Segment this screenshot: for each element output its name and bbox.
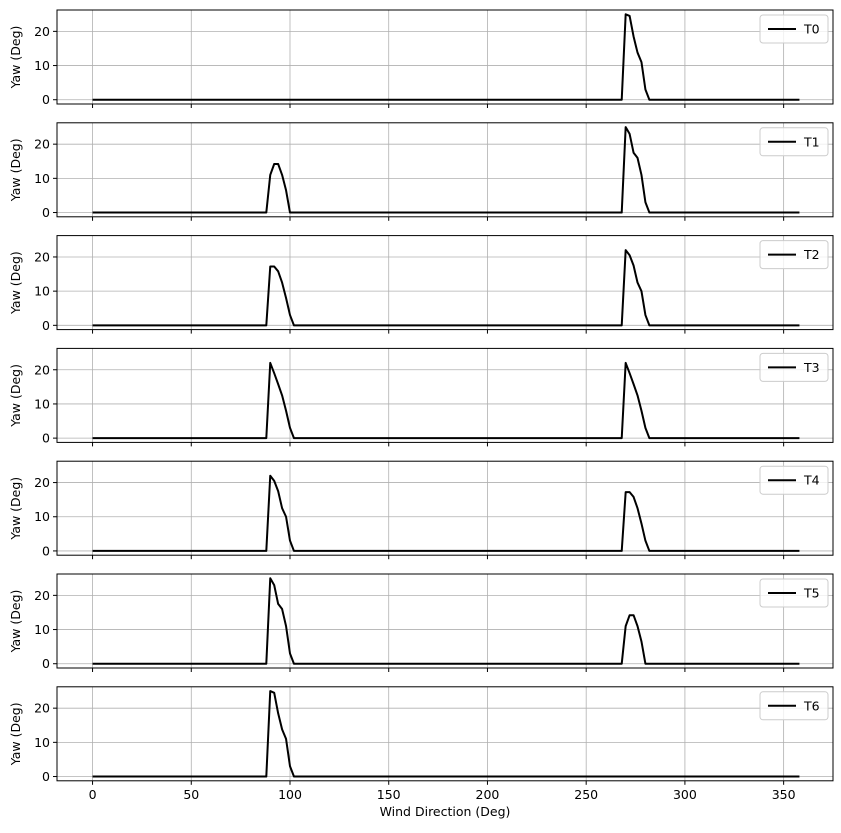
subplot-T5: 0 10 20 Yaw (Deg) T5 [8,573,834,672]
legend-label: T5 [803,586,820,601]
x-tick-label: 100 [278,787,302,802]
axes-frame [56,347,834,443]
subplot-T4: 0 10 20 Yaw (Deg) T4 [8,460,834,560]
y-tick-label: 10 [34,284,50,299]
subplot-T3: 0 10 20 Yaw (Deg) T3 [8,347,834,447]
legend-label: T2 [803,247,820,262]
y-tick-label: 20 [34,24,50,39]
series-line-T0 [92,13,800,101]
axes-frame [56,9,834,105]
subplot-T2: 0 10 20 Yaw (Deg) T2 [8,235,834,334]
y-axis-label: Yaw (Deg) [8,702,23,766]
y-tick-label: 0 [42,431,50,446]
legend-label: T1 [803,134,820,149]
y-tick-label: 20 [34,475,50,490]
legend-label: T3 [803,360,820,375]
y-axis-label: Yaw (Deg) [8,364,23,428]
legend-label: T4 [803,473,820,488]
subplot-T0: 0 10 20 Yaw (Deg) T0 [8,9,834,108]
y-tick-label: 10 [34,509,50,524]
y-axis-label: Yaw (Deg) [8,251,23,315]
y-tick-label: 0 [42,769,50,784]
y-tick-label: 20 [34,588,50,603]
series-line-T3 [92,361,800,440]
y-tick-label: 20 [34,362,50,377]
y-tick-label: 0 [42,92,50,107]
axes-frame [56,686,834,782]
y-axis-label: Yaw (Deg) [8,26,23,90]
y-axis-label: Yaw (Deg) [8,590,23,654]
y-tick-label: 10 [34,396,50,411]
y-axis-label: Yaw (Deg) [8,477,23,541]
y-tick-label: 0 [42,205,50,220]
axes-frame [56,122,834,218]
y-tick-label: 0 [42,318,50,333]
x-tick-label: 250 [574,787,598,802]
x-tick-label: 50 [183,787,199,802]
axes-frame [56,235,834,331]
y-tick-label: 10 [34,622,50,637]
axes-frame [56,460,834,556]
axes-frame [56,573,834,669]
series-line-T4 [92,474,800,552]
x-tick-label: 200 [476,787,500,802]
y-tick-label: 20 [34,249,50,264]
x-tick-label: 0 [89,787,97,802]
y-tick-label: 20 [34,137,50,152]
y-tick-label: 10 [34,735,50,750]
x-tick-label: 300 [673,787,697,802]
y-tick-label: 0 [42,543,50,558]
x-axis-label: Wind Direction (Deg) [380,804,511,819]
y-tick-label: 20 [34,701,50,716]
series-line-T2 [92,249,800,327]
y-axis-label: Yaw (Deg) [8,138,23,202]
x-tick-label: 350 [772,787,796,802]
series-line-T6 [92,690,800,778]
y-tick-label: 10 [34,171,50,186]
series-line-T5 [92,577,800,665]
legend-label: T0 [803,22,820,37]
series-line-T1 [92,126,800,214]
legend-label: T6 [803,698,820,713]
y-tick-label: 0 [42,656,50,671]
x-tick-label: 150 [377,787,401,802]
subplot-T1: 0 10 20 Yaw (Deg) T1 [8,122,834,221]
y-tick-label: 10 [34,58,50,73]
